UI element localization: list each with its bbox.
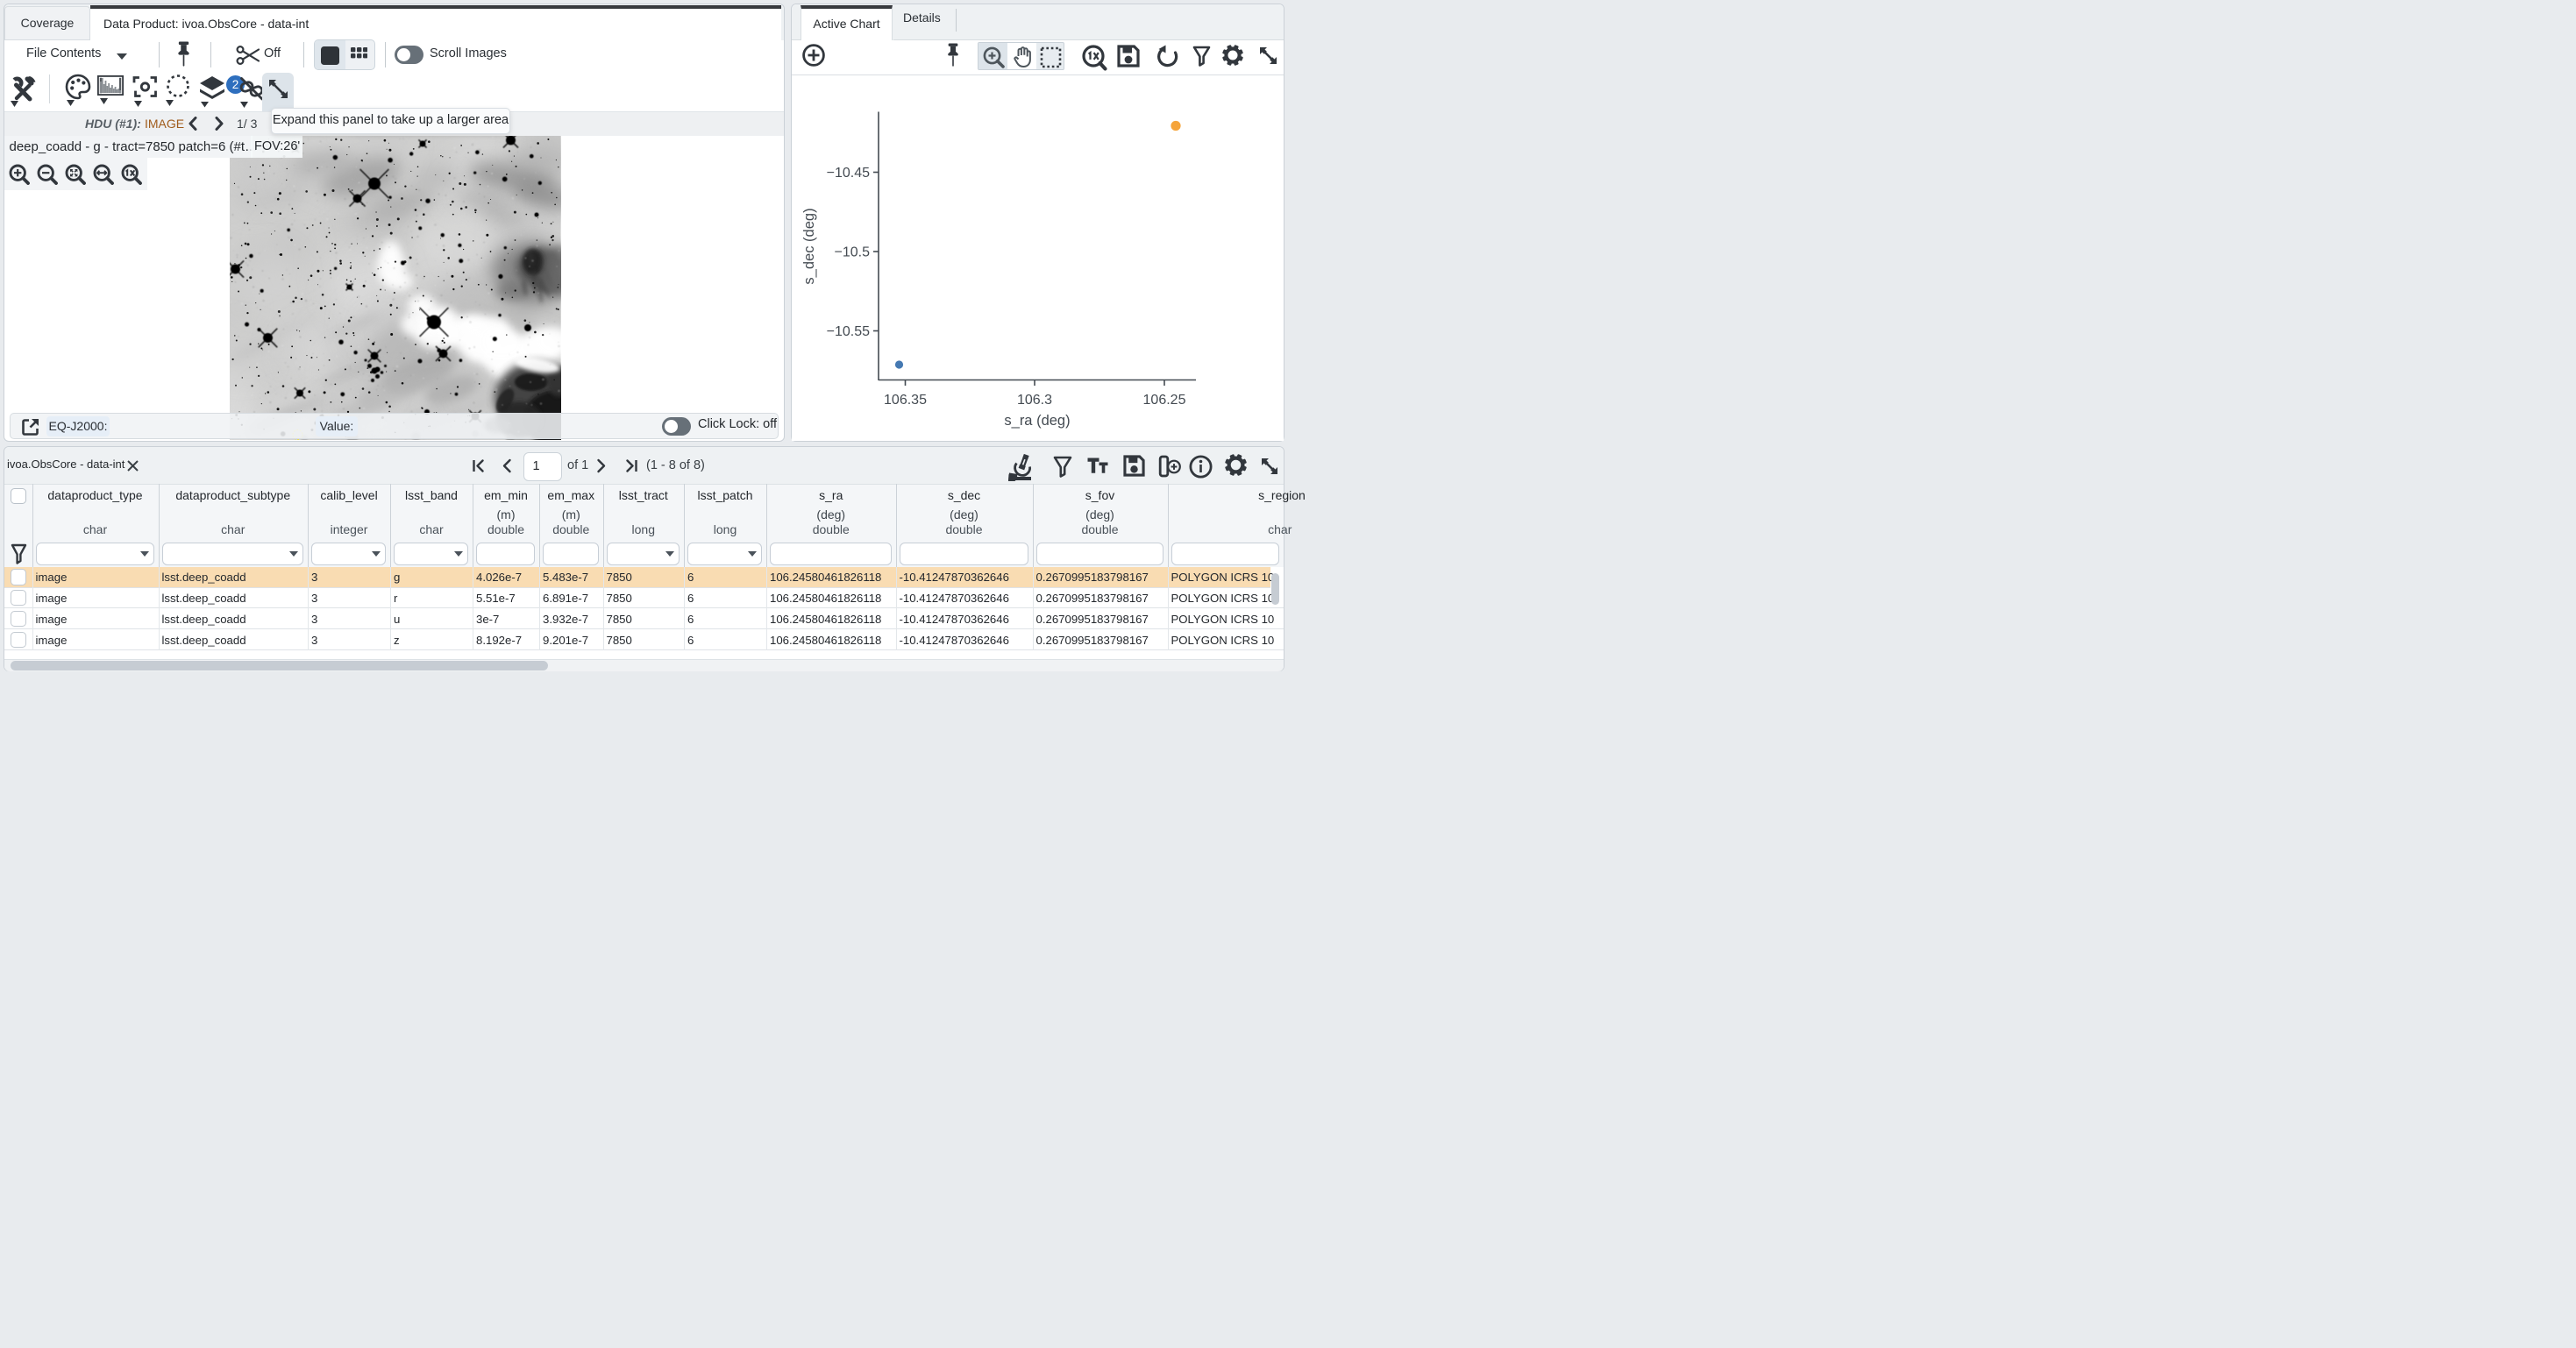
svg-text:106.25: 106.25 xyxy=(1143,393,1186,408)
svg-text:s_dec (deg): s_dec (deg) xyxy=(801,208,817,284)
svg-text:106.35: 106.35 xyxy=(884,393,927,408)
svg-text:−10.55: −10.55 xyxy=(827,324,870,339)
svg-text:106.3: 106.3 xyxy=(1017,393,1052,408)
svg-text:−10.5: −10.5 xyxy=(835,245,871,260)
svg-text:s_ra (deg): s_ra (deg) xyxy=(1004,413,1070,429)
svg-text:−10.45: −10.45 xyxy=(827,166,870,181)
